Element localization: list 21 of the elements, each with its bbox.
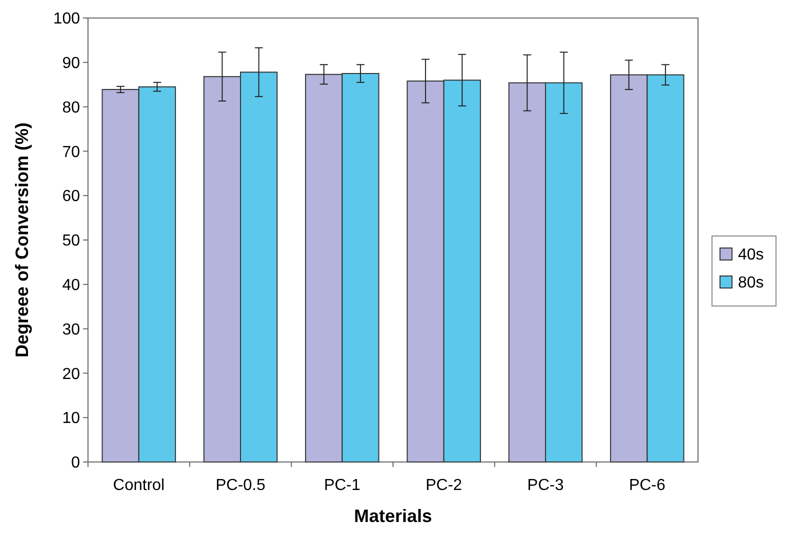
x-axis-title: Materials bbox=[354, 506, 432, 526]
x-tick-label: PC-2 bbox=[426, 477, 462, 494]
y-tick-label: 30 bbox=[62, 321, 80, 338]
y-tick-label: 80 bbox=[62, 99, 80, 116]
y-tick-label: 40 bbox=[62, 277, 80, 294]
y-tick-label: 0 bbox=[71, 454, 80, 472]
legend-label: 40s bbox=[738, 246, 764, 264]
x-tick-label: PC-3 bbox=[527, 477, 564, 494]
y-tick-label: 90 bbox=[62, 55, 80, 72]
y-tick-label: 60 bbox=[62, 188, 80, 206]
x-tick-label: PC-6 bbox=[628, 477, 666, 494]
y-tick-label: 10 bbox=[62, 410, 80, 428]
y-tick-label: 70 bbox=[62, 144, 80, 161]
y-tick-label: 50 bbox=[62, 232, 80, 250]
y-tick-label: 100 bbox=[53, 10, 80, 28]
legend-label: 80s bbox=[738, 274, 764, 292]
y-tick-label: 20 bbox=[62, 366, 80, 383]
x-tick-label: PC-0.5 bbox=[216, 477, 266, 494]
x-tick-label: Control bbox=[113, 477, 165, 494]
x-tick-label: PC-1 bbox=[324, 477, 360, 494]
y-axis-title: Degreee of Conversiom (%) bbox=[12, 122, 32, 358]
